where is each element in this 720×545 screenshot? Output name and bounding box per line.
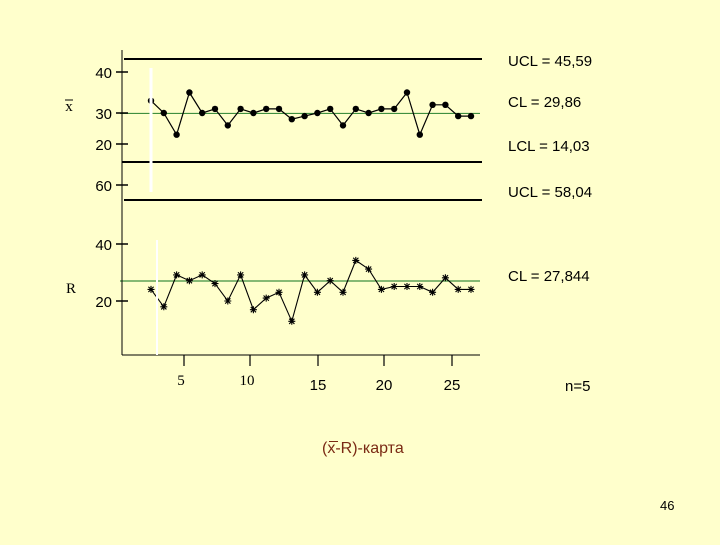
xbar-point bbox=[199, 109, 206, 117]
y-tick-label: 60 bbox=[95, 178, 112, 195]
range-point bbox=[275, 288, 283, 296]
x-tick-label: 5 bbox=[177, 373, 185, 389]
xbar-point bbox=[327, 105, 334, 113]
y-axis-label: R bbox=[66, 281, 76, 297]
xbar-point bbox=[455, 112, 462, 120]
range-point bbox=[249, 306, 257, 314]
lcl-label: LCL = 14,03 bbox=[508, 138, 590, 155]
caption-overline bbox=[329, 441, 338, 442]
xbar-point bbox=[403, 89, 411, 96]
xbar-point bbox=[378, 105, 385, 113]
xbar-point bbox=[352, 105, 359, 113]
xbar-point bbox=[339, 122, 347, 129]
xbar-point bbox=[173, 131, 180, 138]
xbar-point bbox=[314, 109, 321, 117]
range-point bbox=[326, 277, 334, 285]
range-point bbox=[339, 288, 347, 296]
sample-size-label: n=5 bbox=[565, 378, 591, 395]
y-tick-label: 20 bbox=[95, 294, 112, 311]
cl-label: CL = 27,844 bbox=[508, 268, 590, 285]
range-point bbox=[377, 285, 385, 293]
chart-caption: (x-R)-карта bbox=[322, 440, 404, 457]
range-point bbox=[185, 277, 193, 285]
range-point bbox=[390, 283, 398, 290]
ucl-label: UCL = 45,59 bbox=[508, 53, 592, 70]
y-tick-label: 40 bbox=[95, 65, 112, 82]
xbar-point bbox=[288, 116, 295, 123]
axes: 5 10 15 20 25 bbox=[121, 50, 480, 394]
y-tick-label: 30 bbox=[95, 106, 112, 123]
range-point bbox=[313, 288, 321, 296]
range-point bbox=[467, 285, 475, 293]
range-point bbox=[224, 297, 232, 305]
xbar-point bbox=[467, 112, 475, 120]
ucl-label: UCL = 58,04 bbox=[508, 184, 592, 201]
xbar-point bbox=[186, 89, 193, 96]
x-tick-label: 10 bbox=[240, 373, 255, 389]
range-point bbox=[403, 283, 411, 290]
x-tick-label: 25 bbox=[444, 377, 461, 394]
y-tick-label: 20 bbox=[95, 137, 112, 154]
range-point bbox=[441, 274, 449, 282]
xbar-point bbox=[416, 131, 423, 138]
range-point bbox=[262, 294, 270, 302]
xbar-chart: UCL = 45,59 CL = 29,86 LCL = 14,03 40 30 20 x bbox=[65, 53, 592, 163]
xbar-point bbox=[160, 109, 167, 117]
range-point bbox=[160, 303, 168, 311]
range-point bbox=[198, 271, 206, 279]
xbar-point bbox=[211, 105, 219, 113]
x-tick-label: 15 bbox=[310, 377, 327, 394]
range-point bbox=[211, 280, 219, 288]
range-point bbox=[352, 256, 360, 264]
range-point bbox=[301, 271, 309, 279]
xbar-point bbox=[275, 105, 283, 113]
range-chart: UCL = 58,04 CL = 27,844 60 40 20 R bbox=[66, 178, 592, 325]
xbar-point bbox=[442, 101, 449, 109]
range-point bbox=[429, 288, 437, 296]
cl-label: CL = 29,86 bbox=[508, 94, 581, 111]
xbar-point bbox=[250, 109, 257, 117]
range-point bbox=[173, 271, 181, 279]
xbar-point bbox=[301, 112, 308, 120]
xbar-point bbox=[429, 101, 436, 109]
xbar-point bbox=[391, 105, 398, 113]
range-point bbox=[365, 265, 373, 273]
range-point bbox=[288, 317, 296, 325]
xbar-point bbox=[263, 105, 270, 113]
xbar-point bbox=[224, 122, 231, 129]
xbar-point bbox=[365, 109, 372, 117]
range-series-line bbox=[150, 259, 471, 323]
page-number: 46 bbox=[660, 498, 675, 513]
range-point bbox=[416, 283, 424, 290]
xbar-point bbox=[237, 105, 244, 113]
range-point bbox=[237, 271, 245, 279]
range-point bbox=[147, 285, 155, 293]
range-point bbox=[454, 285, 462, 293]
y-axis-label: x bbox=[65, 99, 73, 115]
x-tick-label: 20 bbox=[376, 377, 393, 394]
y-tick-label: 40 bbox=[95, 237, 112, 254]
